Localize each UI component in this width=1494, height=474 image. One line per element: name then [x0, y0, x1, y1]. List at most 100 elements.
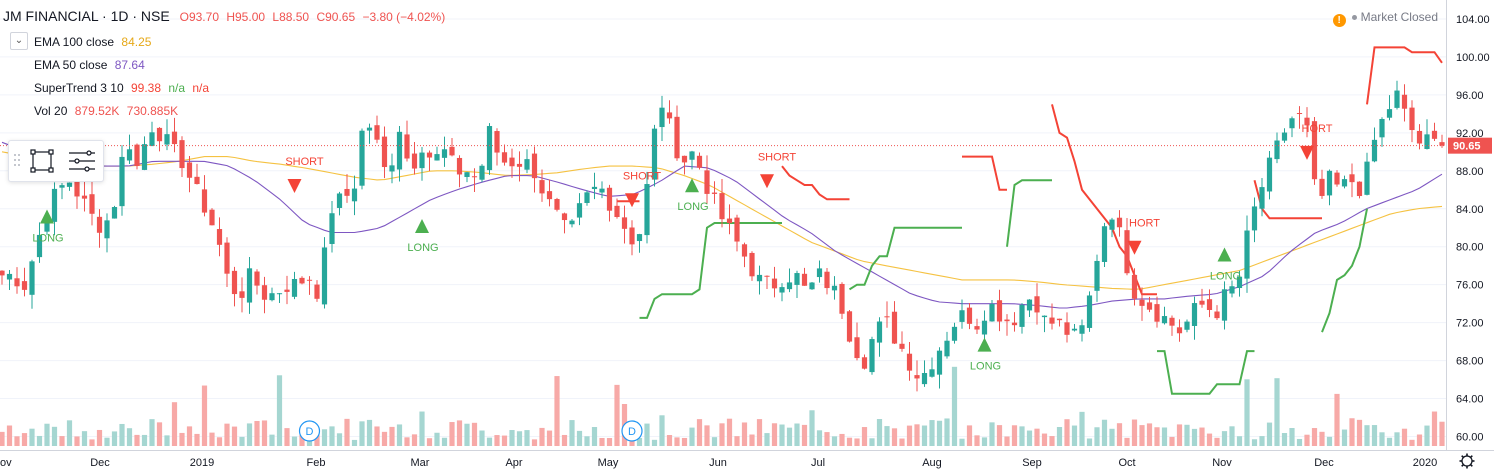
volume-bar [201, 385, 208, 446]
candle-body [314, 284, 320, 299]
candle-body [306, 279, 313, 281]
candle [1319, 169, 1325, 199]
volume-bar [1319, 431, 1325, 446]
short-signal-label: HORT [1302, 123, 1333, 135]
volume-bar [411, 434, 418, 446]
candle-body [156, 127, 163, 142]
candle [1139, 287, 1145, 321]
candle [1266, 150, 1273, 200]
collapse-legend-button[interactable]: ⌄ [10, 32, 28, 50]
candle-body [629, 227, 635, 245]
candle [696, 152, 703, 170]
candle [1079, 319, 1085, 342]
time-tick-label: Nov [1212, 457, 1232, 469]
candle [1124, 217, 1130, 276]
ema100-legend[interactable]: EMA 100 close 84.25 [34, 35, 151, 49]
volume-bar [741, 422, 748, 446]
volume-bar [486, 437, 493, 446]
supertrend-segment [781, 165, 850, 201]
candle [441, 136, 448, 167]
drag-handle-icon[interactable] [14, 154, 20, 166]
candle [14, 267, 20, 294]
candle-body [944, 340, 950, 357]
candle-body [1416, 130, 1423, 144]
volume-bar [1191, 428, 1198, 446]
candle-body [1026, 299, 1033, 311]
symbol-title[interactable]: JM FINANCIAL · 1D · NSE [3, 8, 170, 24]
gear-tooth [1469, 455, 1473, 459]
supertrend-segment [1366, 46, 1443, 105]
warning-icon[interactable]: ! [1332, 14, 1346, 27]
ema50-legend[interactable]: EMA 50 close 87.64 [34, 58, 145, 72]
candle [351, 175, 358, 216]
candle-body [681, 155, 688, 163]
volume-bar [51, 426, 58, 446]
settings-lines-icon[interactable] [69, 150, 95, 172]
price-axis[interactable]: 104.00 100.00 96.00 92.00 88.00 84.00 80.00 76.… [1446, 0, 1494, 474]
volume-bar [1266, 422, 1273, 446]
candle-body [299, 277, 305, 284]
market-status[interactable]: ! Market Closed [1332, 10, 1438, 27]
price-tick-label: 92.00 [1456, 128, 1484, 140]
candle-body [1049, 317, 1055, 324]
volume-bar [449, 422, 455, 446]
candle [141, 136, 148, 171]
candle [614, 198, 620, 219]
candle-body [374, 125, 380, 140]
candle [719, 179, 725, 228]
volume-bar [569, 420, 575, 446]
supertrend-legend[interactable]: SuperTrend 3 10 99.38 n/a n/a [34, 81, 209, 95]
dividend-label: D [628, 426, 636, 438]
candle [239, 277, 245, 313]
volume-bar [59, 436, 65, 446]
volume-bar [1349, 418, 1355, 446]
dividend-marker[interactable]: D [621, 420, 643, 442]
candle [126, 134, 133, 165]
candle [674, 105, 680, 161]
rectangle-tool-icon[interactable] [30, 149, 54, 173]
volume-bar [786, 427, 793, 446]
long-signal: LONG [1210, 247, 1241, 282]
time-axis[interactable]: ov Dec 2019 Feb Mar Apr May Jun Jul Aug Sep Oct Nov D… [0, 450, 1494, 474]
volume-bar [0, 431, 5, 446]
candle [816, 260, 823, 283]
long-signal: LONG [407, 219, 439, 254]
volume-bar [1146, 423, 1153, 446]
volume-legend[interactable]: Vol 20 879.52K 730.885K [34, 104, 178, 118]
candle-body [779, 287, 785, 293]
candle [284, 275, 290, 305]
short-arrow-icon [1300, 145, 1314, 160]
time-tick-label: Jul [811, 457, 825, 469]
candle-body [1071, 328, 1078, 331]
time-tick-label: Feb [307, 457, 326, 469]
price-tick-label: 100.00 [1456, 52, 1490, 64]
candle-body [764, 275, 770, 277]
volume-bar [269, 434, 275, 446]
volume-bar [494, 435, 500, 446]
candle-body [209, 209, 215, 226]
candle-body [584, 192, 590, 203]
gear-icon[interactable] [1459, 453, 1475, 469]
candle [809, 281, 815, 290]
volume-bar [209, 432, 215, 446]
candle-body [989, 304, 995, 322]
candle [1244, 215, 1250, 293]
long-signal: LONG [677, 178, 709, 213]
last-price-badge [1448, 137, 1492, 154]
volume-bar [44, 423, 50, 446]
candle-body [486, 126, 493, 171]
candle [479, 164, 485, 183]
dividend-marker[interactable]: D [298, 420, 321, 442]
volume-bar [756, 419, 763, 446]
volume-bar [1154, 427, 1160, 446]
drawing-toolbox[interactable] [8, 140, 104, 182]
candle [1424, 119, 1430, 150]
candle-body [284, 289, 290, 292]
candles [0, 80, 1445, 392]
candle-body [569, 220, 575, 225]
volume-bar [194, 433, 200, 446]
gear-tooth [1461, 455, 1465, 459]
volume-bar [899, 438, 905, 446]
candle-body [1236, 276, 1243, 289]
